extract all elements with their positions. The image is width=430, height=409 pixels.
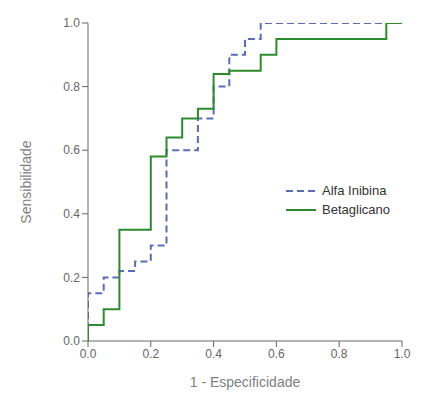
- svg-text:0.0: 0.0: [80, 347, 97, 361]
- svg-text:0.2: 0.2: [142, 347, 159, 361]
- svg-text:0.6: 0.6: [63, 143, 80, 157]
- svg-text:Sensibilidade: Sensibilidade: [18, 140, 34, 223]
- svg-text:1 - Especificidade: 1 - Especificidade: [190, 374, 301, 390]
- svg-text:0.4: 0.4: [63, 207, 80, 221]
- svg-text:0.6: 0.6: [268, 347, 285, 361]
- svg-text:1.0: 1.0: [394, 347, 411, 361]
- html-text:Betaglicano: Betaglicano: [322, 202, 390, 217]
- html-text:Alfa Inibina: Alfa Inibina: [322, 183, 387, 198]
- svg-text:0.4: 0.4: [205, 347, 222, 361]
- svg-text:0.8: 0.8: [331, 347, 348, 361]
- svg-text:0.2: 0.2: [63, 271, 80, 285]
- svg-text:0.8: 0.8: [63, 80, 80, 94]
- svg-text:0.0: 0.0: [63, 334, 80, 348]
- svg-text:1.0: 1.0: [63, 16, 80, 30]
